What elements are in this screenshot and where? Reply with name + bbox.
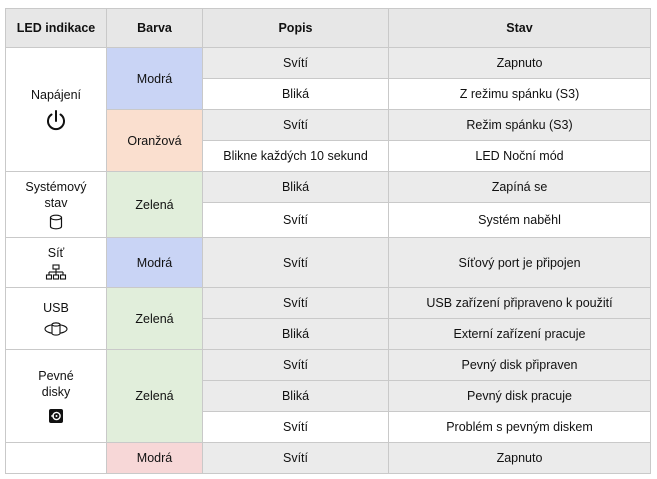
table-header-row: LED indikace Barva Popis Stav: [5, 8, 651, 48]
table-row: Síť Modrá Svítí Síťový port: [5, 237, 651, 288]
power-icon: [47, 109, 65, 130]
category-label: USB: [43, 300, 69, 315]
description-cell: Bliká: [202, 318, 389, 350]
category-usb: USB: [5, 287, 107, 350]
category-hard-disks-continued: [5, 442, 107, 474]
table-row: Svítí Systém naběhl: [6, 202, 651, 238]
table-row: Napájení Modrá Svítí Zapnuto: [5, 47, 651, 172]
hard-disk-icon: [49, 409, 63, 423]
category-label: Síť: [47, 246, 65, 260]
description-cell: Svítí: [202, 287, 389, 319]
state-cell: Z režimu spánku (S3): [388, 78, 651, 110]
state-cell: Pevný disk pracuje: [388, 380, 651, 412]
category-label: Napájení: [30, 87, 82, 102]
state-cell: Externí zařízení pracuje: [388, 318, 651, 350]
color-cell: Modrá: [106, 237, 203, 288]
state-cell: Systém naběhl: [388, 202, 651, 238]
header-led: LED indikace: [5, 8, 107, 48]
header-color: Barva: [106, 8, 203, 48]
state-cell: Režim spánku (S3): [388, 109, 651, 141]
table-row: Pevné disky Zelená Svítí Pevný disk přip…: [5, 349, 651, 443]
category-label: Pevné disky: [38, 369, 74, 399]
state-cell: Pevný disk připraven: [388, 349, 651, 381]
color-cell: Zelená: [106, 287, 203, 350]
category-hard-disks: Pevné disky: [5, 349, 107, 443]
usb-storage-icon: [44, 321, 68, 336]
description-cell: Svítí: [202, 442, 389, 474]
led-indicator-table: LED indikace Barva Popis Stav Napájení M…: [5, 8, 651, 474]
table-row: Bliká Externí zařízení pracuje: [6, 318, 651, 350]
color-cell: Modrá: [106, 47, 203, 110]
category-system-status: Systémový stav: [5, 171, 107, 238]
description-cell: Svítí: [202, 411, 389, 443]
state-cell: Zapíná se: [388, 171, 651, 203]
table-row: Modrá Svítí Zapnuto: [5, 442, 651, 474]
header-state: Stav: [388, 8, 651, 48]
color-cell: Oranžová: [106, 109, 203, 172]
state-cell: LED Noční mód: [388, 140, 651, 172]
category-label: Systémový stav: [25, 180, 87, 210]
network-icon: [45, 264, 67, 280]
table-row: Bliká Pevný disk pracuje: [6, 380, 651, 412]
category-power: Napájení: [5, 47, 107, 172]
description-cell: Svítí: [202, 47, 389, 79]
description-cell: Svítí: [202, 349, 389, 381]
description-cell: Svítí: [202, 202, 389, 238]
database-icon: [49, 214, 63, 230]
color-cell: Modrá: [106, 442, 203, 474]
description-cell: Bliká: [202, 171, 389, 203]
color-cell: Zelená: [106, 349, 203, 443]
description-cell: Svítí: [202, 109, 389, 141]
state-cell: Zapnuto: [388, 442, 651, 474]
state-cell: Zapnuto: [388, 47, 651, 79]
led-table-container: LED indikace Barva Popis Stav Napájení M…: [5, 8, 651, 474]
description-cell: Bliká: [202, 78, 389, 110]
table-row: Svítí Problém s pevným diskem: [6, 411, 651, 443]
color-cell: Zelená: [106, 171, 203, 238]
description-cell: Svítí: [202, 237, 389, 288]
table-row: USB Zelená Svítí USB zařízení připraveno…: [5, 287, 651, 350]
header-description: Popis: [202, 8, 389, 48]
state-cell: Síťový port je připojen: [388, 237, 651, 288]
table-row: Oranžová Svítí Režim spánku (S3): [6, 109, 651, 172]
state-cell: Problém s pevným diskem: [388, 411, 651, 443]
table-row: Bliká Z režimu spánku (S3): [6, 78, 651, 110]
category-network: Síť: [5, 237, 107, 288]
table-row: Systémový stav Zelená Bliká Zapíná se: [5, 171, 651, 238]
state-cell: USB zařízení připraveno k použití: [388, 287, 651, 319]
description-cell: Blikne každých 10 sekund: [202, 140, 389, 172]
description-cell: Bliká: [202, 380, 389, 412]
